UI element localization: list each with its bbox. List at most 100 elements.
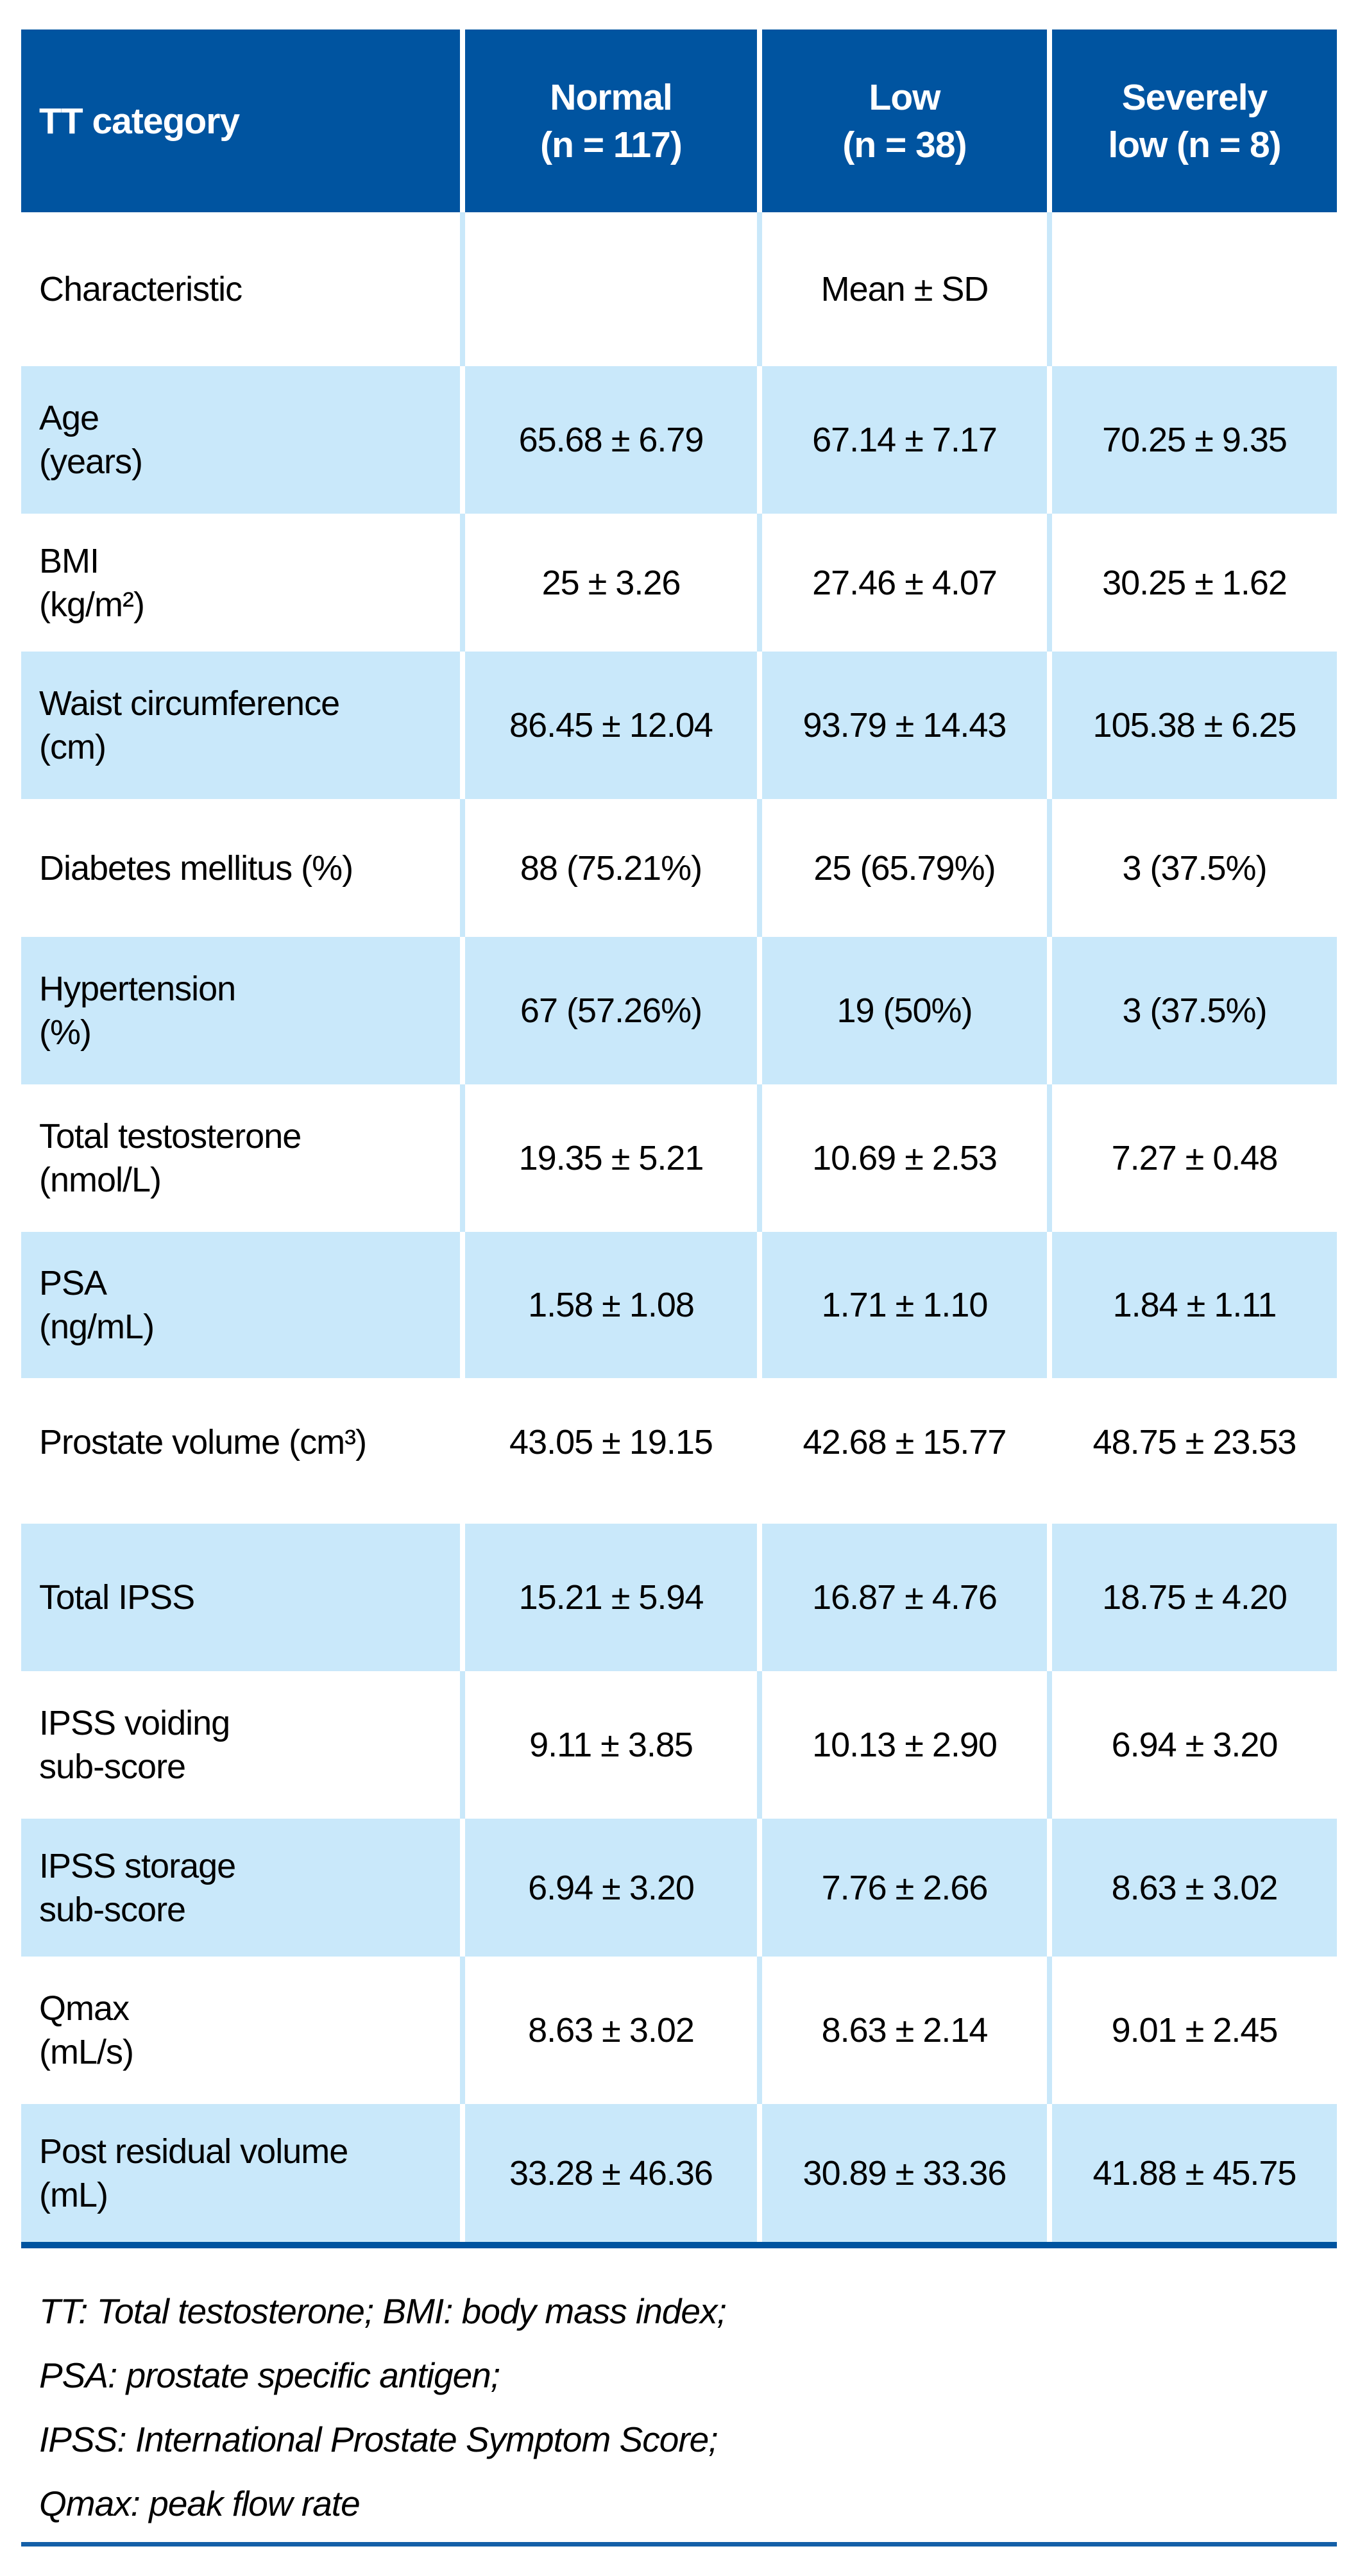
value: 42.68 ± 15.77 (803, 1423, 1007, 1461)
header-label: Low (869, 76, 941, 118)
row-label-cell: Post residual volume (mL) (21, 2104, 460, 2242)
value-cell: 7.27 ± 0.48 (1052, 1084, 1337, 1232)
value: 1.84 ± 1.11 (1112, 1286, 1277, 1324)
row-sublabel: (mL) (39, 2175, 108, 2214)
value-cell: 30.25 ± 1.62 (1052, 514, 1337, 652)
value: 1.58 ± 1.08 (528, 1286, 695, 1324)
subheader-label: Characteristic (39, 270, 242, 308)
value: 9.01 ± 2.45 (1111, 2011, 1279, 2050)
row-label-cell: IPSS voiding sub-score (21, 1671, 460, 1819)
row-sublabel: (mL/s) (39, 2033, 134, 2071)
value: 48.75 ± 23.53 (1092, 1423, 1297, 1461)
value-cell: 88 (75.21%) (465, 799, 757, 937)
value-cell: 3 (37.5%) (1052, 799, 1337, 937)
row-sublabel: (cm) (39, 728, 106, 766)
header-sublabel: (n = 38) (842, 124, 967, 165)
row-label-cell: Total testosterone (nmol/L) (21, 1084, 460, 1232)
value-cell: 1.84 ± 1.11 (1052, 1232, 1337, 1378)
value: 3 (37.5%) (1122, 848, 1267, 888)
value: 93.79 ± 14.43 (803, 706, 1007, 745)
value-cell: 10.13 ± 2.90 (762, 1671, 1047, 1819)
row-sublabel: (%) (39, 1013, 92, 1052)
value-cell: 19 (50%) (762, 937, 1047, 1084)
row-sublabel: sub-score (39, 1890, 186, 1929)
value: 41.88 ± 45.75 (1092, 2153, 1297, 2193)
value: 19 (50%) (837, 991, 973, 1030)
value-cell: 6.94 ± 3.20 (1052, 1671, 1337, 1819)
value: 88 (75.21%) (520, 848, 702, 888)
value-cell: 7.76 ± 2.66 (762, 1819, 1047, 1957)
row-label-cell: Total IPSS (21, 1524, 460, 1671)
value: 19.35 ± 5.21 (518, 1139, 704, 1177)
subheader-stat: Mean ± SD (820, 270, 989, 308)
value-cell: 8.63 ± 3.02 (1052, 1819, 1337, 1957)
value-cell: 15.21 ± 5.94 (465, 1524, 757, 1671)
value: 9.11 ± 3.85 (529, 1726, 693, 1764)
value: 1.71 ± 1.10 (821, 1286, 989, 1324)
value: 7.27 ± 0.48 (1111, 1139, 1279, 1177)
row-sublabel: (years) (39, 442, 143, 481)
footer-bottom-rule (21, 2542, 1337, 2547)
value: 43.05 ± 19.15 (509, 1423, 713, 1461)
value-cell: 1.58 ± 1.08 (465, 1232, 757, 1378)
row-label: BMI (39, 541, 99, 580)
value-cell: 41.88 ± 45.75 (1052, 2104, 1337, 2242)
value: 10.13 ± 2.90 (812, 1726, 998, 1764)
value-cell: 67 (57.26%) (465, 937, 757, 1084)
value-cell: 93.79 ± 14.43 (762, 652, 1047, 799)
table-row: Diabetes mellitus (%) 88 (75.21%) 25 (65… (21, 799, 1337, 937)
table-row: IPSS voiding sub-score 9.11 ± 3.85 10.13… (21, 1671, 1337, 1819)
value: 65.68 ± 6.79 (518, 421, 704, 459)
row-label: Total IPSS (39, 1578, 195, 1617)
value: 30.89 ± 33.36 (803, 2153, 1007, 2193)
row-label-cell: IPSS storage sub-score (21, 1819, 460, 1957)
footnote-line: PSA: prostate specific antigen; (39, 2355, 500, 2395)
subheader-empty-cell (1052, 212, 1337, 366)
value-cell: 8.63 ± 3.02 (465, 1957, 757, 2104)
value-cell: 30.89 ± 33.36 (762, 2104, 1047, 2242)
row-label: IPSS voiding (39, 1704, 230, 1742)
header-cell-normal: Normal (n = 117) (465, 29, 757, 212)
value-cell: 16.87 ± 4.76 (762, 1524, 1047, 1671)
value-cell: 3 (37.5%) (1052, 937, 1337, 1084)
row-label-cell: Diabetes mellitus (%) (21, 799, 460, 937)
table-row: IPSS storage sub-score 6.94 ± 3.20 7.76 … (21, 1819, 1337, 1957)
header-sublabel: (n = 117) (540, 124, 683, 165)
value: 18.75 ± 4.20 (1102, 1578, 1287, 1617)
table-row: Total testosterone (nmol/L) 19.35 ± 5.21… (21, 1084, 1337, 1232)
footnote-line: IPSS: International Prostate Symptom Sco… (39, 2420, 718, 2459)
row-label-cell: Age (years) (21, 366, 460, 514)
row-label: Total testosterone (39, 1117, 302, 1156)
row-label: Qmax (39, 1989, 130, 2028)
value: 86.45 ± 12.04 (509, 706, 713, 745)
table-bottom-rule (21, 2242, 1337, 2248)
row-label: Post residual volume (39, 2132, 348, 2171)
row-label: Waist circumference (39, 684, 340, 723)
value: 105.38 ± 6.25 (1092, 706, 1297, 745)
table-row: Prostate volume (cm³) 43.05 ± 19.15 42.6… (21, 1378, 1337, 1506)
row-label: Age (39, 399, 99, 437)
value-cell: 25 ± 3.26 (465, 514, 757, 652)
value: 30.25 ± 1.62 (1102, 563, 1287, 602)
stats-table: TT category Normal (n = 117) Low (n = 38… (21, 29, 1337, 2547)
value: 67.14 ± 7.17 (812, 421, 998, 459)
table-row: PSA (ng/mL) 1.58 ± 1.08 1.71 ± 1.10 1.84… (21, 1232, 1337, 1378)
row-label-cell: Prostate volume (cm³) (21, 1378, 460, 1506)
value-cell: 10.69 ± 2.53 (762, 1084, 1047, 1232)
value-cell: 18.75 ± 4.20 (1052, 1524, 1337, 1671)
value: 8.63 ± 2.14 (821, 2011, 989, 2050)
value: 3 (37.5%) (1122, 991, 1267, 1030)
value-cell: 19.35 ± 5.21 (465, 1084, 757, 1232)
footnote-line: Qmax: peak flow rate (39, 2484, 361, 2523)
footnote-line: TT: Total testosterone; BMI: body mass i… (39, 2291, 727, 2331)
header-label: TT category (39, 100, 240, 142)
row-label: PSA (39, 1264, 107, 1302)
subheader-label-cell: Characteristic (21, 212, 460, 366)
value-cell: 8.63 ± 2.14 (762, 1957, 1047, 2104)
value: 7.76 ± 2.66 (821, 1868, 989, 1907)
table-row: Hypertension (%) 67 (57.26%) 19 (50%) 3 … (21, 937, 1337, 1084)
header-cell-tt-category: TT category (21, 29, 460, 212)
value-cell: 25 (65.79%) (762, 799, 1047, 937)
value: 67 (57.26%) (520, 991, 702, 1030)
section-gap (21, 1506, 1337, 1524)
